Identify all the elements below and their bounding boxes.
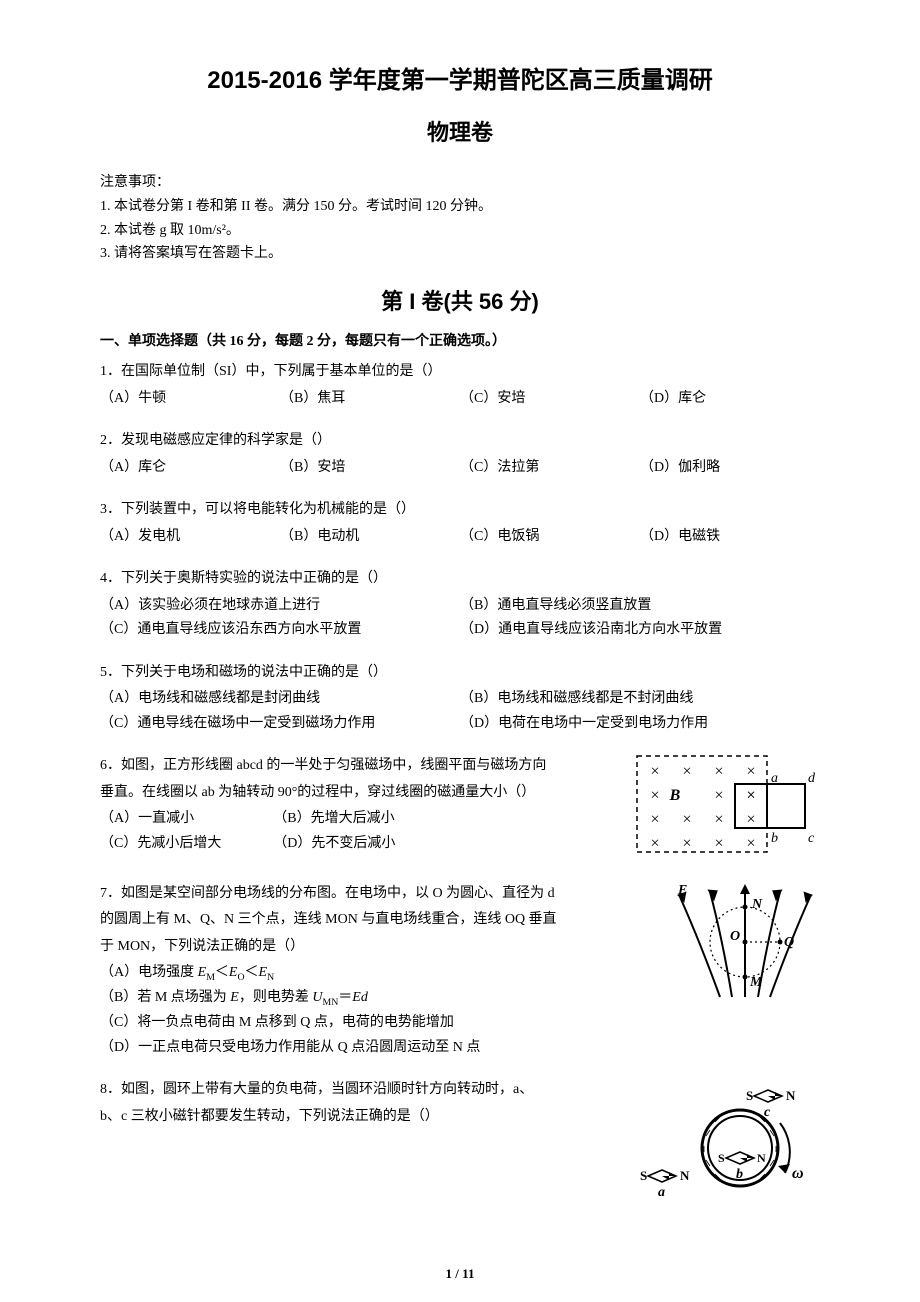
question-8: 8．如图，圆环上带有大量的负电荷，当圆环沿顺时针方向转动时，a、 b、c 三枚小… bbox=[100, 1078, 820, 1208]
svg-text:×: × bbox=[650, 787, 659, 804]
svg-text:×: × bbox=[746, 835, 755, 852]
svg-text:×: × bbox=[682, 763, 691, 780]
svg-text:S: S bbox=[640, 1168, 647, 1183]
question-3: 3．下列装置中，可以将电能转化为机械能的是（） （A）发电机 （B）电动机 （C… bbox=[100, 498, 820, 549]
q6-stem-line2: 垂直。在线圈以 ab 为轴转动 90°的过程中，穿过线圈的磁通量大小（） bbox=[100, 781, 625, 806]
document-subtitle: 物理卷 bbox=[100, 115, 820, 147]
q8-figure: ω S N a S N b bbox=[620, 1078, 820, 1208]
q7-stem-line2: 的圆周上有 M、Q、N 三个点，连线 MON 与直电场线重合，连线 OQ 垂直 bbox=[100, 908, 660, 933]
q5-option-c: （C）通电导线在磁场中一定受到磁场力作用 bbox=[100, 712, 460, 737]
notes-heading: 注意事项： bbox=[100, 171, 820, 195]
svg-text:d: d bbox=[808, 771, 816, 786]
q1-option-c: （C）安培 bbox=[460, 387, 640, 412]
q5-stem: 5．下列关于电场和磁场的说法中正确的是（） bbox=[100, 661, 820, 686]
svg-text:S: S bbox=[718, 1151, 725, 1165]
svg-text:a: a bbox=[658, 1185, 665, 1198]
svg-text:N: N bbox=[680, 1168, 690, 1183]
q7-stem-line1: 7．如图是某空间部分电场线的分布图。在电场中，以 O 为圆心、直径为 d bbox=[100, 882, 660, 907]
q5-option-a: （A）电场线和磁感线都是封闭曲线 bbox=[100, 687, 460, 712]
q7-option-a: （A）电场强度 EM＜EO＜EN bbox=[100, 961, 660, 986]
q3-option-c: （C）电饭锅 bbox=[460, 525, 640, 550]
question-1: 1．在国际单位制（SI）中，下列属于基本单位的是（） （A）牛顿 （B）焦耳 （… bbox=[100, 360, 820, 411]
question-4: 4．下列关于奥斯特实验的说法中正确的是（） （A）该实验必须在地球赤道上进行 （… bbox=[100, 567, 820, 643]
q3-option-d: （D）电磁铁 bbox=[640, 525, 820, 550]
q2-option-c: （C）法拉第 bbox=[460, 456, 640, 481]
q6-option-d: （D）先不变后减小 bbox=[273, 832, 446, 857]
q6-figure: ×××× ××× ××× ×××× B × × a d b c bbox=[635, 754, 820, 864]
q2-option-d: （D）伽利略 bbox=[640, 456, 820, 481]
q7-option-d: （D）一正点电荷只受电场力作用能从 Q 点沿圆周运动至 N 点 bbox=[100, 1036, 660, 1061]
q1-option-b: （B）焦耳 bbox=[280, 387, 460, 412]
q3-option-a: （A）发电机 bbox=[100, 525, 280, 550]
svg-text:×: × bbox=[682, 835, 691, 852]
svg-text:c: c bbox=[808, 831, 815, 846]
svg-text:×: × bbox=[650, 811, 659, 828]
q6-option-b: （B）先增大后减小 bbox=[273, 807, 446, 832]
q8-stem-line2: b、c 三枚小磁针都要发生转动，下列说法正确的是（） bbox=[100, 1105, 610, 1130]
q3-option-b: （B）电动机 bbox=[280, 525, 460, 550]
section-1-title: 第 I 卷(共 56 分) bbox=[100, 284, 820, 316]
q7-stem-line3: 于 MON，下列说法正确的是（） bbox=[100, 935, 660, 960]
svg-text:×: × bbox=[746, 811, 755, 828]
svg-text:×: × bbox=[714, 763, 723, 780]
svg-text:ω: ω bbox=[792, 1165, 804, 1182]
q6-stem-line1: 6．如图，正方形线圈 abcd 的一半处于匀强磁场中，线圈平面与磁场方向 bbox=[100, 754, 625, 779]
svg-text:c: c bbox=[764, 1105, 771, 1120]
q7-option-c: （C）将一负点电荷由 M 点移到 Q 点，电荷的电势能增加 bbox=[100, 1011, 660, 1036]
svg-text:N: N bbox=[751, 897, 763, 912]
question-6: 6．如图，正方形线圈 abcd 的一半处于匀强磁场中，线圈平面与磁场方向 垂直。… bbox=[100, 754, 820, 864]
q6-option-a: （A）一直减小 bbox=[100, 807, 273, 832]
svg-text:×: × bbox=[746, 787, 755, 804]
svg-text:×: × bbox=[714, 835, 723, 852]
notes-block: 注意事项： 1. 本试卷分第 I 卷和第 II 卷。满分 150 分。考试时间 … bbox=[100, 171, 820, 266]
page-number: 1 / 11 bbox=[0, 1266, 920, 1282]
q4-stem: 4．下列关于奥斯特实验的说法中正确的是（） bbox=[100, 567, 820, 592]
svg-text:E: E bbox=[677, 883, 687, 898]
svg-text:Q: Q bbox=[784, 935, 794, 950]
q2-stem: 2．发现电磁感应定律的科学家是（） bbox=[100, 429, 820, 454]
svg-text:×: × bbox=[682, 811, 691, 828]
q4-option-d: （D）通电直导线应该沿南北方向水平放置 bbox=[460, 618, 820, 643]
q3-stem: 3．下列装置中，可以将电能转化为机械能的是（） bbox=[100, 498, 820, 523]
svg-text:B: B bbox=[669, 787, 681, 804]
svg-text:S: S bbox=[746, 1088, 753, 1103]
note-line: 1. 本试卷分第 I 卷和第 II 卷。满分 150 分。考试时间 120 分钟… bbox=[100, 195, 820, 219]
question-7: 7．如图是某空间部分电场线的分布图。在电场中，以 O 为圆心、直径为 d 的圆周… bbox=[100, 882, 820, 1060]
q1-option-d: （D）库仑 bbox=[640, 387, 820, 412]
svg-text:×: × bbox=[746, 763, 755, 780]
svg-text:N: N bbox=[757, 1151, 766, 1165]
svg-text:×: × bbox=[714, 787, 723, 804]
q2-option-b: （B）安培 bbox=[280, 456, 460, 481]
question-5: 5．下列关于电场和磁场的说法中正确的是（） （A）电场线和磁感线都是封闭曲线 （… bbox=[100, 661, 820, 737]
note-line: 3. 请将答案填写在答题卡上。 bbox=[100, 242, 820, 266]
svg-text:b: b bbox=[771, 831, 778, 846]
part-1-heading: 一、单项选择题（共 16 分，每题 2 分，每题只有一个正确选项。） bbox=[100, 330, 820, 350]
q2-option-a: （A）库仑 bbox=[100, 456, 280, 481]
q4-option-a: （A）该实验必须在地球赤道上进行 bbox=[100, 594, 460, 619]
svg-text:b: b bbox=[736, 1167, 743, 1182]
q4-option-b: （B）通电直导线必须竖直放置 bbox=[460, 594, 820, 619]
q1-stem: 1．在国际单位制（SI）中，下列属于基本单位的是（） bbox=[100, 360, 820, 385]
note-line: 2. 本试卷 g 取 10m/s²。 bbox=[100, 219, 820, 243]
svg-text:×: × bbox=[650, 835, 659, 852]
q5-option-b: （B）电场线和磁感线都是不封闭曲线 bbox=[460, 687, 820, 712]
q4-option-c: （C）通电直导线应该沿东西方向水平放置 bbox=[100, 618, 460, 643]
q5-option-d: （D）电荷在电场中一定受到电场力作用 bbox=[460, 712, 820, 737]
svg-text:×: × bbox=[714, 811, 723, 828]
document-title: 2015-2016 学年度第一学期普陀区高三质量调研 bbox=[100, 60, 820, 95]
svg-text:N: N bbox=[786, 1088, 796, 1103]
q1-option-a: （A）牛顿 bbox=[100, 387, 280, 412]
q7-option-b: （B）若 M 点场强为 E，则电势差 UMN＝Ed bbox=[100, 986, 660, 1011]
svg-text:M: M bbox=[749, 975, 763, 990]
q6-option-c: （C）先减小后增大 bbox=[100, 832, 273, 857]
q7-figure: E N O Q M bbox=[670, 882, 820, 1012]
q8-stem-line1: 8．如图，圆环上带有大量的负电荷，当圆环沿顺时针方向转动时，a、 bbox=[100, 1078, 610, 1103]
question-2: 2．发现电磁感应定律的科学家是（） （A）库仑 （B）安培 （C）法拉第 （D）… bbox=[100, 429, 820, 480]
svg-text:×: × bbox=[650, 763, 659, 780]
svg-text:O: O bbox=[730, 929, 740, 944]
svg-text:a: a bbox=[771, 771, 778, 786]
